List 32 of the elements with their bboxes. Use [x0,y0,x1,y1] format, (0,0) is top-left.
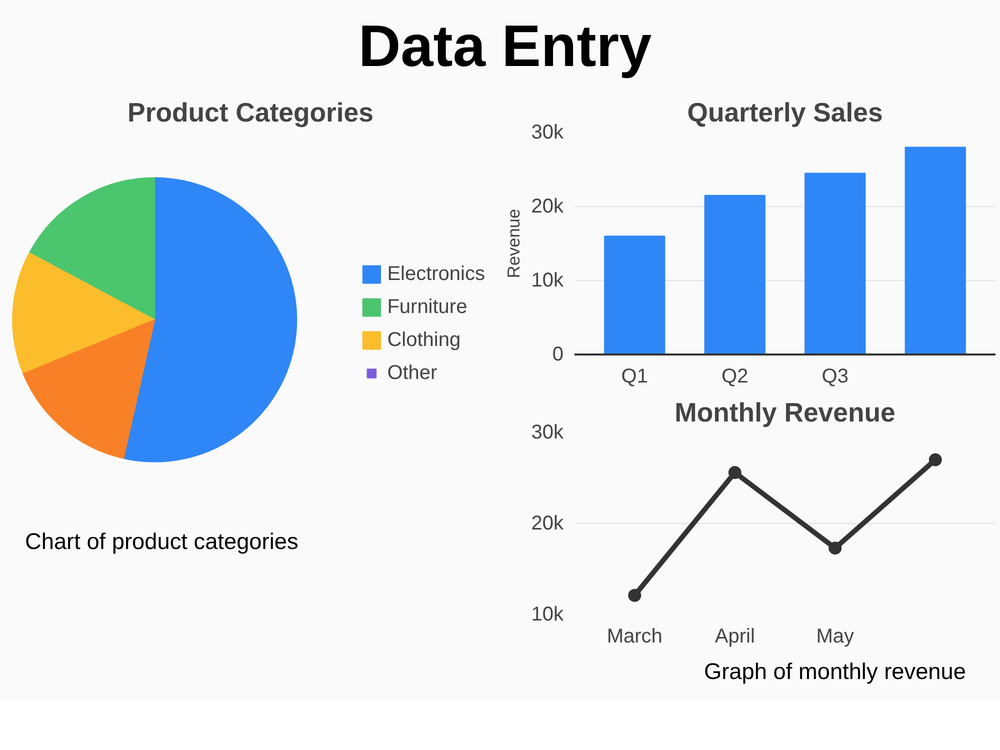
chart-title: Product Categories [128,98,374,128]
point [828,542,842,555]
legend-label: Furniture [387,296,468,318]
point [628,588,642,602]
bar [904,146,966,354]
bar [704,194,766,354]
text: Graph of monthly revenue [704,657,966,686]
y-axis-title: Revenue [503,208,524,278]
chart-title: Quarterly Sales [687,98,883,128]
y-tick-label: 0 [552,344,564,366]
bar [804,172,866,354]
y-tick-label: 20k [531,512,564,534]
x-tick-label: April [714,626,755,648]
y-tick-label: 10k [531,270,564,292]
legend-label: Other [387,362,438,384]
point [728,466,742,480]
text: Chart of product categories [25,527,298,556]
point [928,453,942,466]
x-tick-label: Q2 [722,366,748,388]
legend-label: Electronics [387,262,485,286]
chart-title: Monthly Revenue [674,398,896,428]
legend-label: Clothing [387,328,461,352]
x-tick-label: Q3 [822,366,848,388]
y-tick-label: 20k [531,196,564,218]
x-tick-label: March [606,626,662,648]
y-tick-label: 30k [531,122,564,144]
x-tick-label: Q1 [621,366,648,388]
x-tick-label: May [816,626,854,648]
text: Data Entry [358,13,652,81]
y-tick-label: 30k [531,422,564,444]
y-tick-label: 10k [531,604,564,626]
bar [604,236,666,354]
